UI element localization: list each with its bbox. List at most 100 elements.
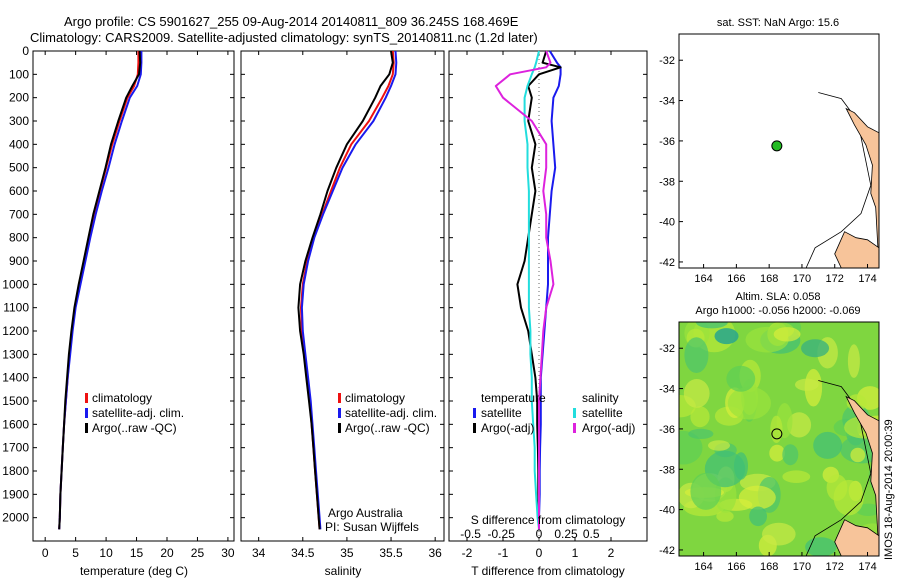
map-x-tick-label: 166 (727, 273, 745, 285)
plot-frame (240, 50, 445, 542)
sla-blob (749, 506, 767, 527)
x-tick-label: -1 (498, 546, 509, 560)
difference-plot-layer: -2 -1 0 1 2 -0.5 -0.25 0 0.25 0.5 (448, 50, 648, 560)
map-frame (678, 33, 880, 269)
shelf-contour (805, 92, 872, 268)
y-tick-label: 1100 (3, 301, 29, 315)
sla-blob (762, 522, 796, 546)
map-y-tick-label: -38 (659, 176, 675, 188)
map-x-tick-label: 172 (826, 561, 844, 573)
map-x-tick-label: 168 (760, 561, 778, 573)
sla-blob (690, 406, 710, 428)
salinity-panel: 34 34.5 35 35.5 36 salinity climatology sate… (240, 50, 445, 578)
legend-swatch-climatology (85, 393, 88, 403)
x-tick-label: 36 (428, 546, 442, 560)
sla-blob (850, 447, 866, 463)
series-line-satellite-adj-clim- (58, 51, 143, 530)
sla-blob (773, 327, 801, 342)
sla-blob (769, 444, 785, 462)
sla-blob (847, 344, 860, 378)
y-tick-label: 800 (9, 231, 29, 245)
land-south-island (834, 519, 879, 556)
sla-blob (688, 428, 714, 439)
temperature-panel: 0100200300400500600700800900100011001200… (2, 44, 235, 578)
map-content (679, 34, 879, 268)
temperature-legend: climatology satellite-adj. clim. Argo(..… (85, 391, 184, 435)
y-tick-label: 1200 (2, 324, 29, 338)
sla-blob (714, 328, 739, 345)
sla-blob (738, 485, 776, 510)
sst-map-title: sat. SST: NaN Argo: 15.6 (717, 17, 839, 29)
temperature-plot-layer: 0100200300400500600700800900100011001200… (2, 44, 235, 560)
map-x-tick-label: 164 (694, 561, 712, 573)
credit-org: Argo Australia (328, 506, 403, 520)
plot-frame (32, 50, 235, 542)
map-x-tick-label: 174 (858, 273, 876, 285)
temperature-xlabel: temperature (deg C) (80, 564, 188, 578)
sla-blob (708, 440, 730, 451)
x-tick-label: 0 (536, 546, 543, 560)
map-x-tick-label: 170 (793, 273, 811, 285)
legend-header-temperature: temperature (481, 391, 546, 405)
y-tick-label: 1900 (2, 487, 29, 501)
x-tick-label: 15 (130, 546, 144, 560)
sla-blob (727, 386, 772, 420)
y-tick-label: 300 (9, 114, 29, 128)
x-tick-label: 35 (340, 546, 354, 560)
diff-line-salinity-argo-adj- (494, 50, 555, 530)
x-tick-label: 5 (72, 546, 79, 560)
diff-line-temperature-satellite (538, 50, 562, 530)
series-line-satellite-adj-clim- (300, 50, 398, 530)
y-tick-label: 1300 (2, 347, 29, 361)
sla-blob (833, 479, 864, 516)
sla-blob (679, 430, 703, 465)
map-x-tick-label: 168 (760, 273, 778, 285)
sla-blob (813, 431, 842, 459)
legend-label-argo: Argo(..raw -QC) (92, 421, 177, 435)
s-tick-label: -0.5 (460, 527, 481, 541)
map-y-tick-label: -32 (659, 55, 675, 67)
legend-swatch-satellite (85, 408, 88, 418)
y-tick-label: 700 (9, 207, 29, 221)
float-marker (771, 140, 783, 152)
x-tick-label: 1 (572, 546, 579, 560)
x-tick-label: 25 (191, 546, 205, 560)
map-x-tick-label: 164 (694, 273, 712, 285)
x-tick-label: -2 (462, 546, 473, 560)
land-north-island (845, 107, 879, 268)
legend-swatch-s-argo (573, 423, 576, 433)
y-tick-label: 2000 (2, 511, 29, 525)
difference-legend: temperature satellite Argo(-adj) salinit… (473, 391, 635, 435)
sla-blob (683, 379, 710, 408)
y-tick-label: 200 (9, 91, 29, 105)
sla-blob (684, 337, 709, 373)
y-tick-label: 600 (9, 184, 29, 198)
legend-swatch-s-satellite (573, 408, 576, 418)
map-y-tick-label: -38 (659, 464, 675, 476)
series-line-climatology (58, 51, 140, 530)
header-line-2: Climatology: CARS2009. Satellite-adjuste… (30, 30, 538, 45)
sla-map-title-2: Argo h1000: -0.056 h2000: -0.069 (695, 305, 860, 317)
t-difference-xlabel: T difference from climatology (471, 564, 625, 578)
legend-header-salinity: salinity (582, 391, 619, 405)
map-y-tick-label: -40 (659, 217, 675, 229)
x-tick-label: 0 (42, 546, 49, 560)
map-y-tick-label: -42 (659, 257, 675, 269)
y-tick-label: 1600 (2, 417, 29, 431)
sla-map-title-1: Altim. SLA: 0.058 (736, 291, 821, 303)
sst-map-plot-layer: 164 166 168 170 172 174 -32 -34 -36 -38 -40 -42 (659, 33, 880, 285)
sst-background (679, 34, 879, 268)
y-tick-label: 500 (9, 161, 29, 175)
map-content (679, 322, 879, 556)
legend-swatch-t-satellite (473, 408, 476, 418)
salinity-xlabel: salinity (325, 564, 362, 578)
legend-label-t-satellite: satellite (481, 406, 522, 420)
map-y-tick-label: -36 (659, 136, 675, 148)
sla-map-plot-layer: 164 166 168 170 172 174 -32 -34 -36 -38 -40 -42 (659, 321, 880, 573)
s-tick-label: -0.25 (488, 527, 516, 541)
imos-watermark: IMOS 18-Aug-2014 20:00:39 (883, 419, 895, 560)
sla-blob (782, 470, 811, 484)
sla-blob (801, 339, 830, 358)
legend-swatch-satellite (338, 408, 341, 418)
